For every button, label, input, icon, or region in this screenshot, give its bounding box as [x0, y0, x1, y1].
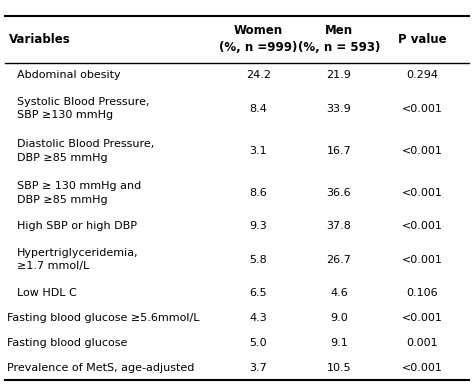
Text: 10.5: 10.5 — [327, 363, 351, 373]
Text: Abdominal obesity: Abdominal obesity — [17, 71, 120, 80]
Text: 3.7: 3.7 — [249, 363, 267, 373]
Text: 21.9: 21.9 — [327, 71, 351, 80]
Text: 8.4: 8.4 — [249, 104, 267, 114]
Text: <0.001: <0.001 — [401, 255, 442, 265]
Text: 8.6: 8.6 — [249, 188, 267, 198]
Text: Prevalence of MetS, age-adjusted: Prevalence of MetS, age-adjusted — [7, 363, 194, 373]
Text: 4.3: 4.3 — [249, 313, 267, 323]
Text: 16.7: 16.7 — [327, 146, 351, 156]
Text: 36.6: 36.6 — [327, 188, 351, 198]
Text: 9.1: 9.1 — [330, 338, 348, 348]
Text: <0.001: <0.001 — [401, 222, 442, 231]
Text: Women
(%, n =999): Women (%, n =999) — [219, 24, 298, 54]
Text: 26.7: 26.7 — [327, 255, 351, 265]
Text: 4.6: 4.6 — [330, 288, 348, 298]
Text: 6.5: 6.5 — [249, 288, 267, 298]
Text: SBP ≥ 130 mmHg and
DBP ≥85 mmHg: SBP ≥ 130 mmHg and DBP ≥85 mmHg — [17, 181, 141, 204]
Text: 9.3: 9.3 — [249, 222, 267, 231]
Text: Systolic Blood Pressure,
SBP ≥130 mmHg: Systolic Blood Pressure, SBP ≥130 mmHg — [17, 97, 149, 121]
Text: 5.0: 5.0 — [249, 338, 267, 348]
Text: 9.0: 9.0 — [330, 313, 348, 323]
Text: P value: P value — [398, 33, 446, 46]
Text: <0.001: <0.001 — [401, 313, 442, 323]
Text: Variables: Variables — [9, 33, 70, 46]
Text: <0.001: <0.001 — [401, 188, 442, 198]
Text: Men
(%, n = 593): Men (%, n = 593) — [298, 24, 380, 54]
Text: 24.2: 24.2 — [246, 71, 271, 80]
Text: 3.1: 3.1 — [249, 146, 267, 156]
Text: Low HDL C: Low HDL C — [17, 288, 76, 298]
Text: <0.001: <0.001 — [401, 146, 442, 156]
Text: Fasting blood glucose ≥5.6mmol/L: Fasting blood glucose ≥5.6mmol/L — [7, 313, 200, 323]
Text: <0.001: <0.001 — [401, 104, 442, 114]
Text: Diastolic Blood Pressure,
DBP ≥85 mmHg: Diastolic Blood Pressure, DBP ≥85 mmHg — [17, 139, 154, 163]
Text: 5.8: 5.8 — [249, 255, 267, 265]
Text: Fasting blood glucose: Fasting blood glucose — [7, 338, 128, 348]
Text: 33.9: 33.9 — [327, 104, 351, 114]
Text: High SBP or high DBP: High SBP or high DBP — [17, 222, 137, 231]
Text: Hypertriglyceridemia,
≥1.7 mmol/L: Hypertriglyceridemia, ≥1.7 mmol/L — [17, 248, 138, 272]
Text: 0.001: 0.001 — [406, 338, 438, 348]
Text: 37.8: 37.8 — [327, 222, 351, 231]
Text: 0.294: 0.294 — [406, 71, 438, 80]
Text: <0.001: <0.001 — [401, 363, 442, 373]
Text: 0.106: 0.106 — [406, 288, 438, 298]
